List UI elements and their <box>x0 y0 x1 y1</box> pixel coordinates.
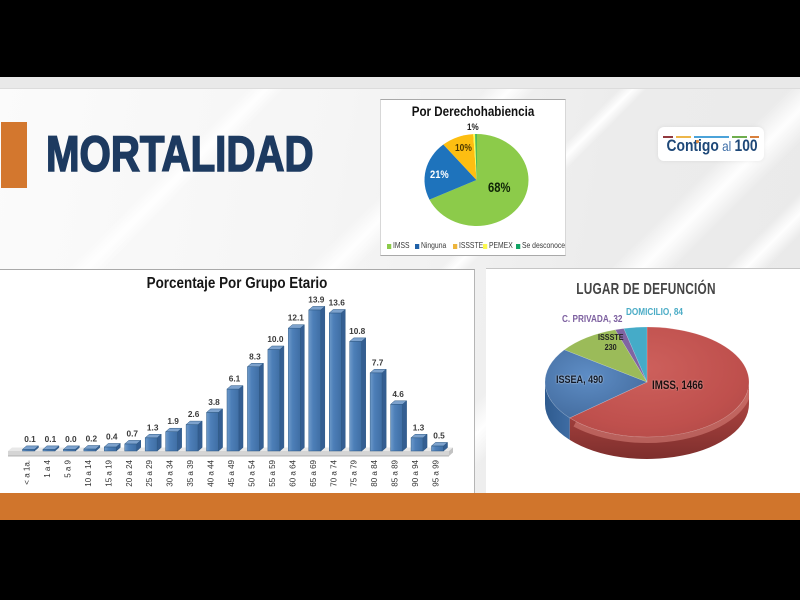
svg-text:15 a 19: 15 a 19 <box>104 459 113 486</box>
svg-text:45 a 49: 45 a 49 <box>227 459 236 486</box>
svg-text:10.8: 10.8 <box>349 326 366 336</box>
svg-text:50 a 54: 50 a 54 <box>247 459 256 486</box>
svg-text:0.2: 0.2 <box>86 433 98 443</box>
svg-text:65 a 69: 65 a 69 <box>309 459 318 486</box>
svg-text:95 a 99: 95 a 99 <box>432 459 441 486</box>
svg-text:55 a 59: 55 a 59 <box>268 459 277 486</box>
svg-text:1.3: 1.3 <box>147 422 159 432</box>
svg-text:13.9: 13.9 <box>308 294 325 304</box>
svg-text:13.6: 13.6 <box>329 297 346 307</box>
svg-text:40 a 44: 40 a 44 <box>207 459 216 486</box>
svg-text:8.3: 8.3 <box>249 351 261 361</box>
svg-text:35 a 39: 35 a 39 <box>186 459 195 486</box>
svg-text:0.7: 0.7 <box>126 428 138 438</box>
svg-text:5 a 9: 5 a 9 <box>63 459 72 477</box>
svg-text:0.5: 0.5 <box>433 430 445 440</box>
svg-text:12.1: 12.1 <box>288 313 305 323</box>
svg-text:1.3: 1.3 <box>413 422 425 432</box>
svg-text:2.6: 2.6 <box>188 409 200 419</box>
svg-text:85 a 89: 85 a 89 <box>391 459 400 486</box>
svg-text:80 a 84: 80 a 84 <box>370 459 379 486</box>
svg-text:1 a 4: 1 a 4 <box>43 459 52 477</box>
svg-text:0.1: 0.1 <box>24 434 36 444</box>
svg-text:30 a 34: 30 a 34 <box>166 459 175 486</box>
svg-text:< a 1a.: < a 1a. <box>23 460 32 485</box>
svg-text:1.9: 1.9 <box>167 416 179 426</box>
svg-text:0.0: 0.0 <box>65 434 77 444</box>
svg-text:7.7: 7.7 <box>372 357 384 367</box>
svg-text:4.6: 4.6 <box>392 389 404 399</box>
svg-text:0.4: 0.4 <box>106 431 118 441</box>
svg-text:90 a 94: 90 a 94 <box>411 459 420 486</box>
svg-text:25 a 29: 25 a 29 <box>145 459 154 486</box>
svg-text:70 a 74: 70 a 74 <box>329 459 338 486</box>
svg-text:10.0: 10.0 <box>267 334 284 344</box>
svg-text:60 a 64: 60 a 64 <box>288 459 297 486</box>
svg-text:75 a 79: 75 a 79 <box>350 459 359 486</box>
svg-text:20 a 24: 20 a 24 <box>125 459 134 486</box>
svg-text:10 a 14: 10 a 14 <box>84 459 93 486</box>
svg-text:3.8: 3.8 <box>208 397 220 407</box>
svg-text:6.1: 6.1 <box>229 374 241 384</box>
svg-text:0.1: 0.1 <box>45 434 57 444</box>
